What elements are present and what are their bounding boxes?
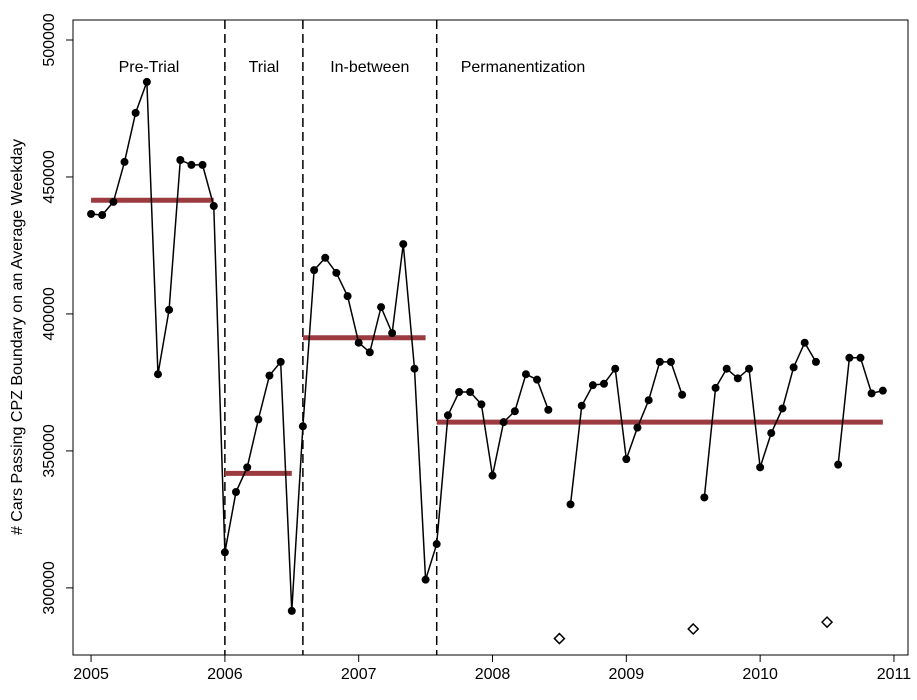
point-marker [254,415,263,424]
point-marker [856,353,865,362]
x-tick-label: 2006 [207,666,243,683]
data-line [90,81,884,611]
point-marker [756,463,765,472]
region-label: Permanentization [461,59,586,76]
point-marker [432,540,441,549]
point-marker [455,388,464,397]
point-marker [800,338,809,347]
point-marker [711,383,720,392]
point-marker [187,160,196,169]
point-marker [131,108,140,117]
y-axis-label: # Cars Passing CPZ Boundary on an Averag… [9,139,26,535]
point-marker [622,455,631,464]
x-tick-label: 2005 [73,666,109,683]
point-marker [745,364,754,373]
point-marker [722,364,731,373]
region-label: Pre-Trial [119,59,180,76]
point-marker [231,488,240,497]
point-marker [276,357,285,366]
region-label: Trial [249,59,280,76]
y-tick-label: 450000 [41,150,58,203]
point-marker [521,370,530,379]
point-marker [142,77,151,86]
point-marker [544,405,553,414]
point-marker [109,197,118,206]
point-marker [410,364,419,373]
point-marker [332,268,341,277]
point-marker [421,575,430,584]
point-marker [377,303,386,312]
point-marker [599,379,608,388]
x-tick-label: 2009 [609,666,645,683]
point-marker [566,500,575,509]
point-marker [588,381,597,390]
x-tick-label: 2010 [742,666,778,683]
point-marker [845,353,854,362]
point-marker [87,209,96,218]
point-marker [120,157,129,166]
point-marker [399,240,408,249]
point-marker [354,338,363,347]
point-marker [209,202,218,211]
point-marker [533,375,542,384]
point-marker [477,400,486,409]
point-marker [343,292,352,301]
point-marker [811,357,820,366]
point-marker [153,370,162,379]
region-label: In-between [330,59,409,76]
point-marker [466,388,475,397]
diamond-marker [687,622,700,636]
x-tick-label: 2008 [475,666,511,683]
point-marker [678,390,687,399]
point-marker [321,253,330,262]
point-marker [243,463,252,472]
point-marker [365,348,374,357]
point-marker [767,429,776,438]
point-marker [733,374,742,383]
x-tick-label: 2007 [341,666,377,683]
diamond-marker [820,616,834,629]
point-marker [655,357,664,366]
point-marker [176,155,185,164]
point-marker [700,493,709,502]
point-marker [577,401,586,410]
point-marker [834,460,843,469]
y-tick-label: 400000 [41,287,58,340]
y-tick-label: 300000 [41,561,58,614]
point-marker [443,411,452,420]
point-marker [867,389,876,398]
diamond-marker [553,632,566,645]
point-marker [265,371,274,380]
x-tick-label: 2011 [877,666,912,683]
point-marker [220,548,229,557]
point-marker [287,606,296,615]
y-tick-label: 500000 [41,13,58,66]
y-tick-label: 350000 [41,424,58,477]
point-marker [611,364,620,373]
point-marker [878,386,887,395]
point-marker [778,404,787,413]
point-marker [198,160,207,169]
point-marker [666,357,675,366]
point-marker [165,305,174,314]
point-marker [388,329,397,338]
point-marker [644,396,653,405]
point-marker [510,407,519,416]
point-marker [633,423,642,432]
point-marker [488,471,497,480]
point-marker [98,211,107,220]
plot-frame [72,19,909,656]
point-marker [499,418,508,427]
point-marker [310,266,319,275]
point-marker [298,422,307,431]
point-marker [789,363,798,372]
